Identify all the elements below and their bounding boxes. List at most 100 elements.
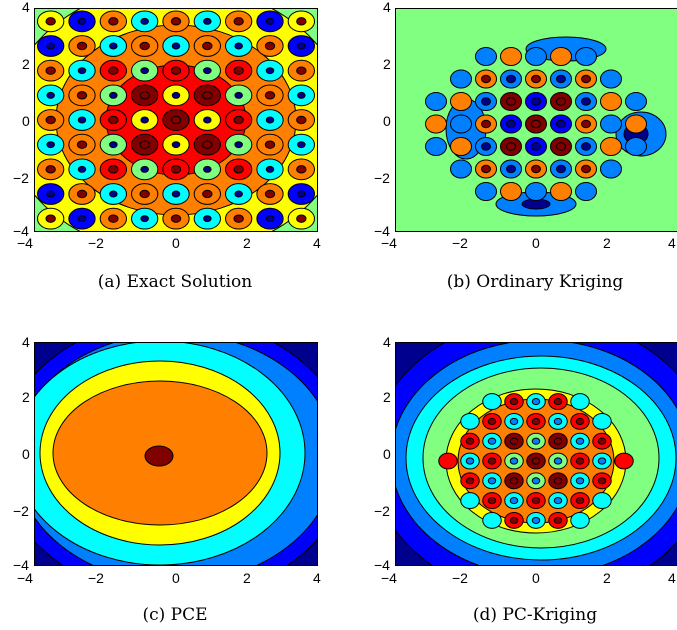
xtick-label: 0 [532,235,540,251]
xtick-label: 4 [313,235,321,251]
contour-trough [297,190,306,198]
ytick-label: 2 [22,389,30,405]
contour-core [531,119,541,129]
contour-trough [297,141,306,149]
xtick-label: −2 [452,570,468,586]
contour-trough [140,165,149,173]
ytick-label: 0 [383,113,391,129]
contour-blob [550,182,572,201]
contour-core [575,417,585,425]
contour-peak [144,445,174,467]
contour-peak [202,91,213,100]
contour-core [465,457,475,465]
contour-peak [76,140,88,149]
contour-core [556,74,566,84]
contour-blob [450,159,472,179]
contour-peak [233,66,244,75]
contour-trough [77,17,87,25]
contour-core [575,457,585,465]
contour-peak [264,41,276,51]
contour-trough [203,165,212,173]
ytick-label: 4 [383,334,391,350]
xtick-label: 0 [532,570,540,586]
contour-peak [45,115,56,125]
contour-core [487,437,497,445]
contour-trough [234,91,243,99]
contour-core [481,97,491,106]
contour-pc-kriging [396,343,677,565]
contour-core [597,437,607,445]
contour-trough [265,67,275,75]
ytick-label: 0 [22,446,30,462]
contour-core [531,477,541,485]
contour-trough [140,116,149,124]
contour-peak [170,17,182,26]
plot-area-ordinary-kriging [395,8,677,232]
ytick-label: −4 [13,223,29,239]
contour-blob [600,114,622,134]
contour-blob [592,492,612,510]
contour-core [487,497,497,505]
contour-trough [265,17,275,25]
contour-trough [171,190,181,198]
contour-core [553,516,563,524]
contour-peak [139,91,150,100]
contour-trough [46,42,55,50]
ytick-label: −2 [13,503,29,519]
contour-core [487,417,497,425]
xtick-label: 2 [603,235,611,251]
xtick-label: 4 [668,570,676,586]
contour-blob [600,92,622,111]
contour-blob [500,182,522,201]
contour-trough [234,42,243,50]
ytick-label: 4 [22,334,30,350]
contour-core [487,477,497,485]
ytick-label: −4 [374,223,390,239]
contour-peak [45,17,56,26]
contour-core [465,477,475,485]
contour-blob [500,47,522,66]
contour-core [581,164,591,174]
contour-peak [139,41,150,51]
contour-trough [46,190,55,198]
contour-blob [575,182,597,201]
contour-core [553,497,563,505]
caption-pc-kriging: (d) PC-Kriging [472,605,598,625]
contour-peak [76,189,88,199]
ytick-label: 4 [22,0,30,15]
contour-core [556,97,566,106]
contour-trough [234,190,243,198]
caption-pce: (c) PCE [142,605,208,625]
xtick-label: 4 [668,235,676,251]
contour-core [531,437,541,445]
contour-pce [35,343,317,565]
contour-peak [76,41,88,51]
contour-core [581,142,591,151]
contour-core [531,164,541,174]
contour-core [597,477,607,485]
contour-core [509,398,519,406]
contour-core [575,497,585,505]
ytick-label: 0 [383,446,391,462]
contour-core [509,477,519,485]
contour-trough [234,141,243,149]
contour-core [531,97,541,106]
contour-trough [46,91,55,99]
contour-blob [460,492,480,510]
contour-trough [140,215,149,223]
contour-peak [202,189,213,199]
contour-trough [203,215,212,223]
contour-blob [600,159,622,179]
contour-peak [170,165,182,174]
contour-blob [450,137,472,156]
xtick-label: 2 [603,570,611,586]
contour-core [553,477,563,485]
contour-peak [108,115,119,125]
contour-core [531,398,541,406]
contour-trough [77,165,87,173]
contour-trough [109,190,118,198]
caption-ordinary-kriging: (b) Ordinary Kriging [446,272,624,292]
xtick-label: −4 [381,235,397,251]
contour-trough [171,141,181,149]
contour-core [597,457,607,465]
